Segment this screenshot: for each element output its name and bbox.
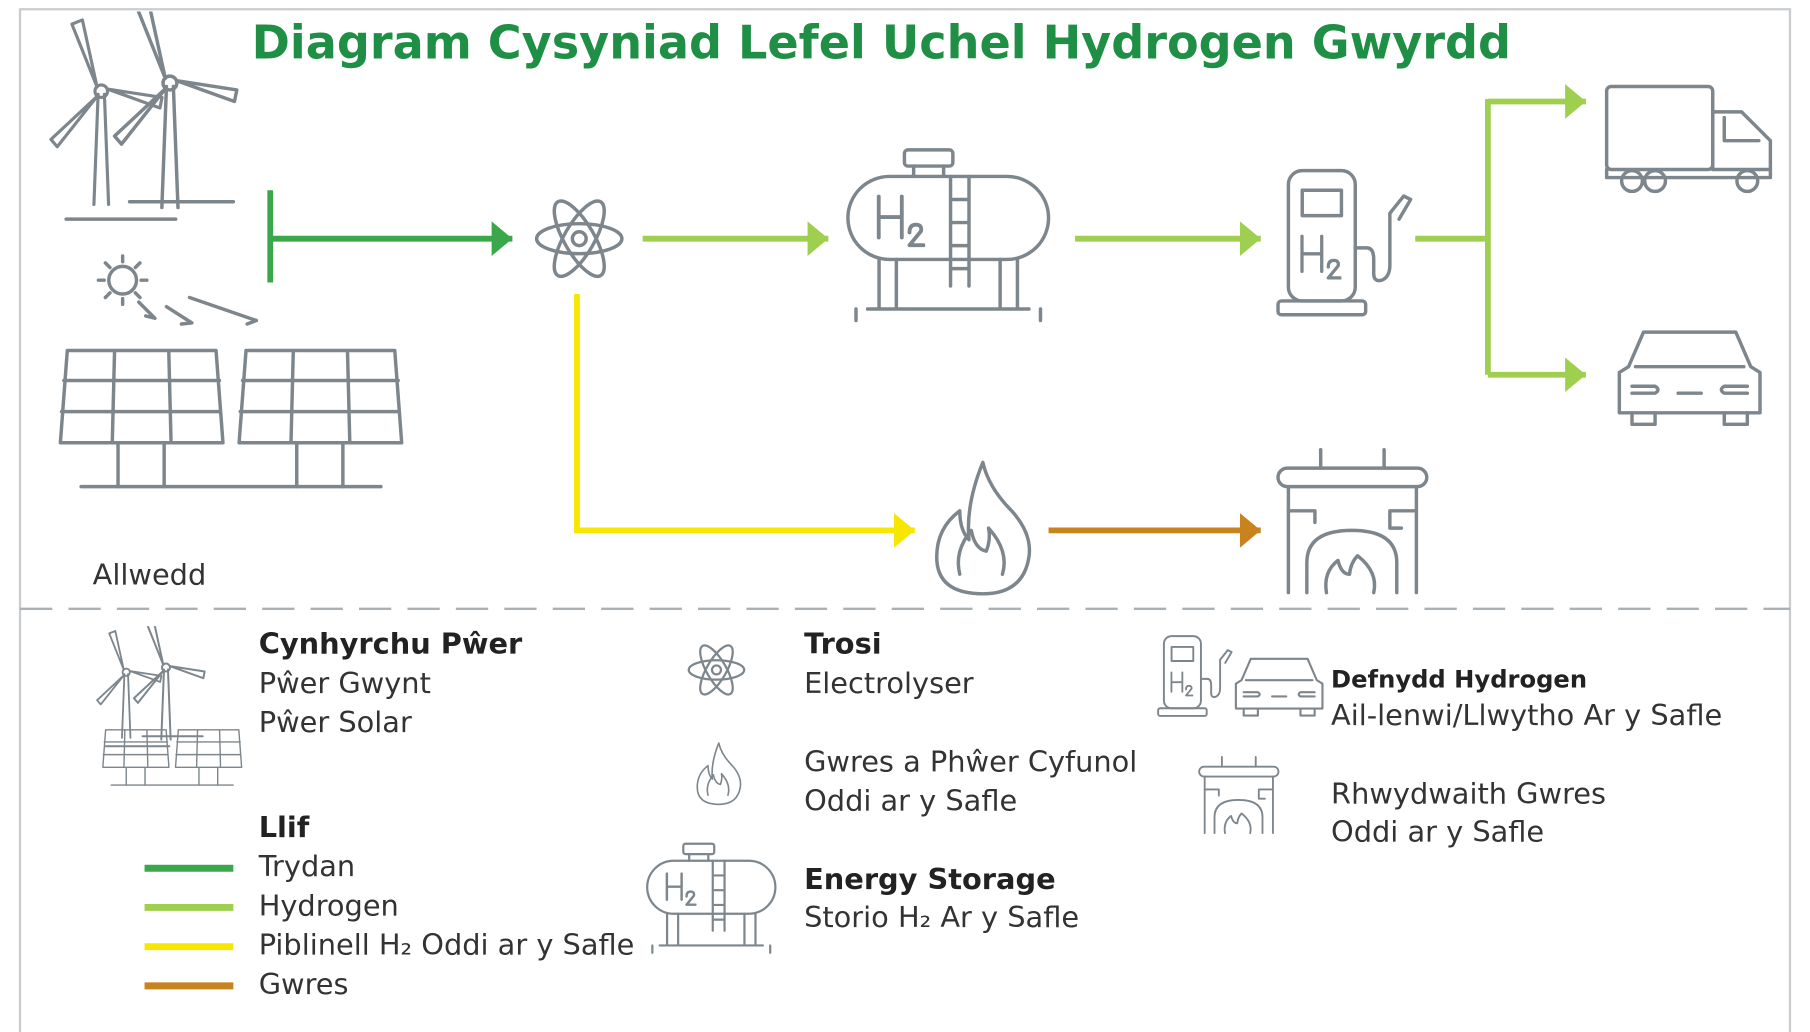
flame-icon [937, 462, 1030, 593]
legend-item: Oddi ar y Safle [804, 784, 1017, 818]
legend-fireplace-icon [1199, 757, 1278, 833]
legend-item: Oddi ar y Safle [1331, 815, 1544, 849]
arrowhead [1565, 84, 1586, 119]
legend-pump-icon [1158, 636, 1231, 716]
flow-line [577, 294, 915, 530]
key-label: Allwedd [93, 558, 207, 592]
legend-wind-icon [97, 622, 205, 746]
electrolyser-icon [537, 194, 622, 283]
title: Diagram Cysyniad Lefel Uchel Hydrogen Gw… [252, 16, 1511, 70]
storage-icon [848, 150, 1049, 321]
arrowhead [1565, 357, 1586, 392]
arrowhead [894, 513, 915, 548]
legend-heading: Trosi [804, 627, 882, 661]
legend-heading: Energy Storage [804, 862, 1056, 896]
legend-item: Gwres a Phŵer Cyfunol [804, 744, 1137, 778]
flow-legend: Trydan Hydrogen Piblinell H₂ Oddi ar y Saf… [145, 849, 635, 1001]
legend-item: Pŵer Solar [259, 705, 412, 739]
legend-electrolyser-icon [689, 641, 744, 699]
legend-flame-icon [697, 743, 740, 804]
legend-item: Piblinell H₂ Oddi ar y Safle [259, 928, 635, 962]
legend-item: Gwres [259, 967, 349, 1001]
arrowhead [808, 221, 829, 256]
wind-icon [51, 5, 237, 219]
arrowhead [1240, 221, 1261, 256]
solar-icon [60, 351, 401, 487]
flow-arrows [270, 84, 1586, 548]
legend-heading: Llif [259, 810, 310, 844]
truck-icon [1607, 86, 1771, 191]
fireplace-icon [1278, 450, 1427, 593]
legend-item: Rhwydwaith Gwres [1331, 777, 1606, 811]
diagram: Diagram Cysyniad Lefel Uchel Hydrogen Gw… [0, 0, 1810, 1032]
legend-solar-icon [103, 730, 242, 785]
legend-item: Trydan [258, 849, 355, 883]
legend-item: Ail-lenwi/Llwytho Ar y Safle [1331, 698, 1722, 732]
legend-item: Electrolyser [804, 666, 974, 700]
legend-heading: Cynhyrchu Pŵer [259, 627, 523, 661]
legend-item: Hydrogen [259, 888, 399, 922]
legend-car-icon [1236, 659, 1323, 716]
legend-heading: Defnydd Hydrogen [1331, 665, 1587, 693]
legend-item: Storio H₂ Ar y Safle [804, 900, 1079, 934]
sun-icon [98, 256, 256, 324]
legend-item: Pŵer Gwynt [259, 666, 431, 700]
legend-storage-icon [647, 844, 775, 953]
arrowhead [1240, 513, 1261, 548]
arrowhead [492, 221, 513, 256]
car-icon [1619, 332, 1760, 424]
pump-icon [1278, 171, 1411, 315]
